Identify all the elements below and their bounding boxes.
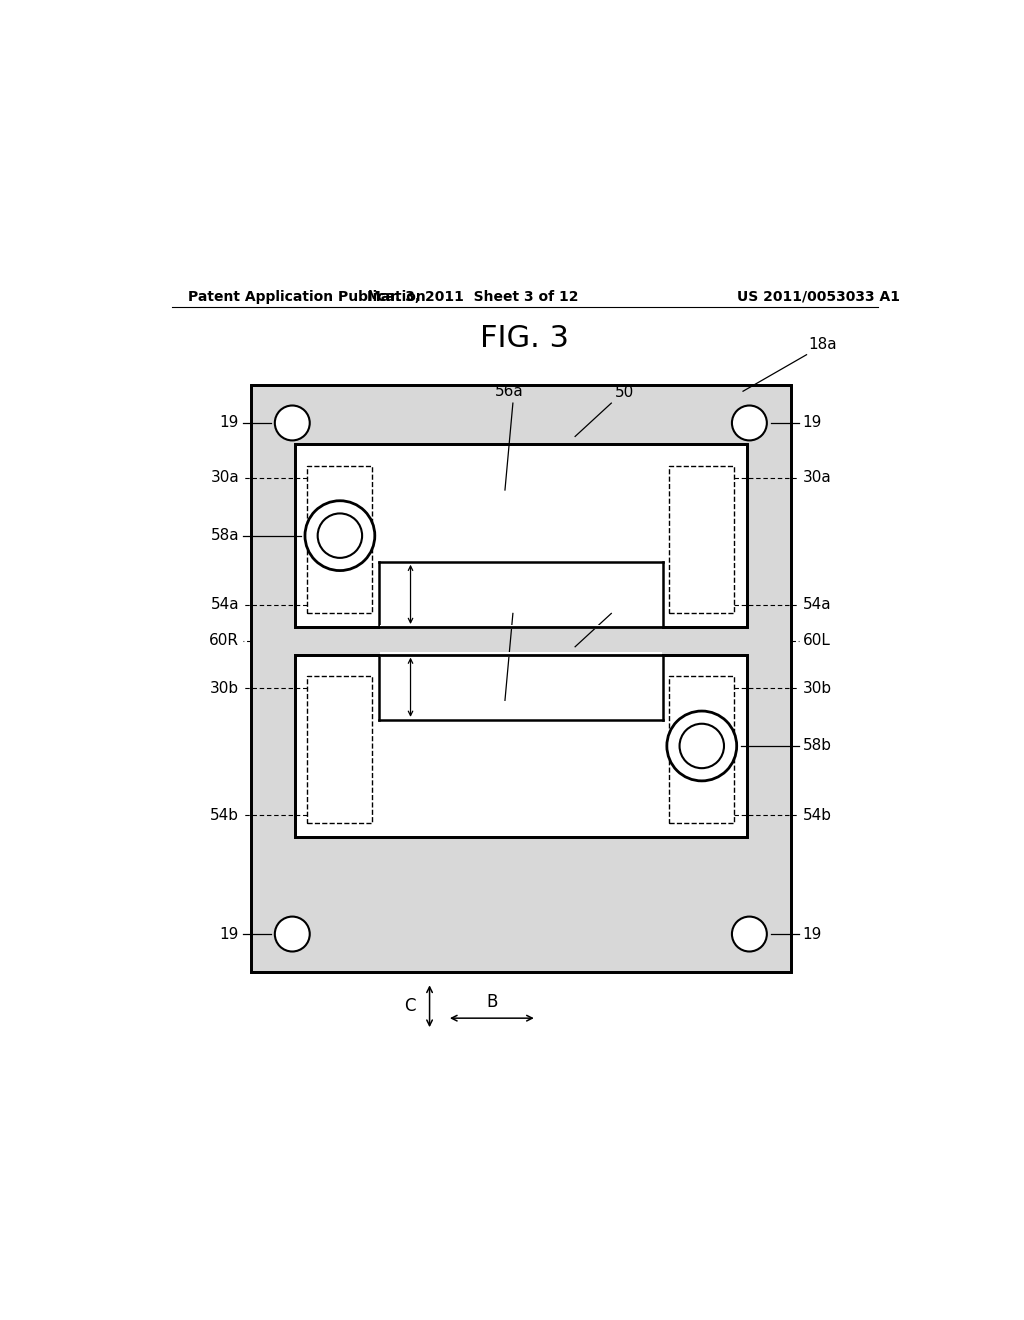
Text: 19: 19 <box>220 927 240 941</box>
Bar <box>251 385 791 972</box>
Text: Mar. 3, 2011  Sheet 3 of 12: Mar. 3, 2011 Sheet 3 of 12 <box>368 290 579 304</box>
Text: 30b: 30b <box>803 681 831 696</box>
Circle shape <box>274 405 309 441</box>
Text: 60R: 60R <box>209 634 240 648</box>
Bar <box>251 385 791 972</box>
Bar <box>307 676 373 822</box>
Bar <box>295 655 748 837</box>
Text: 18a: 18a <box>808 337 837 351</box>
Text: 60L: 60L <box>803 634 830 648</box>
Text: X: X <box>423 678 434 696</box>
Text: 58a: 58a <box>211 528 240 543</box>
Bar <box>307 466 373 612</box>
Text: US 2011/0053033 A1: US 2011/0053033 A1 <box>737 290 900 304</box>
Text: 54a: 54a <box>803 597 831 612</box>
Bar <box>295 445 748 627</box>
Text: 54b: 54b <box>210 808 240 822</box>
Text: 54a: 54a <box>211 597 240 612</box>
Text: 30a: 30a <box>210 470 240 486</box>
Text: 30b: 30b <box>210 681 240 696</box>
Circle shape <box>732 405 767 441</box>
Text: 50: 50 <box>615 385 635 400</box>
Bar <box>380 624 663 630</box>
Bar <box>379 562 663 627</box>
Circle shape <box>667 711 736 781</box>
Bar <box>670 676 734 822</box>
Circle shape <box>274 916 309 952</box>
Text: 58b: 58b <box>803 738 831 754</box>
Circle shape <box>680 723 724 768</box>
Text: 54b: 54b <box>803 808 831 822</box>
Text: 56b: 56b <box>495 594 523 610</box>
Bar <box>670 466 734 612</box>
Text: B: B <box>486 993 498 1011</box>
Bar <box>295 655 748 837</box>
Circle shape <box>305 500 375 570</box>
Text: Patent Application Publication: Patent Application Publication <box>187 290 425 304</box>
Bar <box>295 445 748 627</box>
Text: 19: 19 <box>220 416 240 430</box>
Text: 19: 19 <box>803 927 822 941</box>
Text: 19: 19 <box>803 416 822 430</box>
Circle shape <box>317 513 362 558</box>
Bar <box>379 655 663 719</box>
Text: C: C <box>403 998 416 1015</box>
Text: 52: 52 <box>615 595 635 610</box>
Circle shape <box>732 916 767 952</box>
Bar <box>380 652 663 657</box>
Text: FIG. 3: FIG. 3 <box>480 325 569 354</box>
Text: 56a: 56a <box>495 384 523 399</box>
Text: X: X <box>423 585 434 603</box>
Text: 30a: 30a <box>803 470 831 486</box>
